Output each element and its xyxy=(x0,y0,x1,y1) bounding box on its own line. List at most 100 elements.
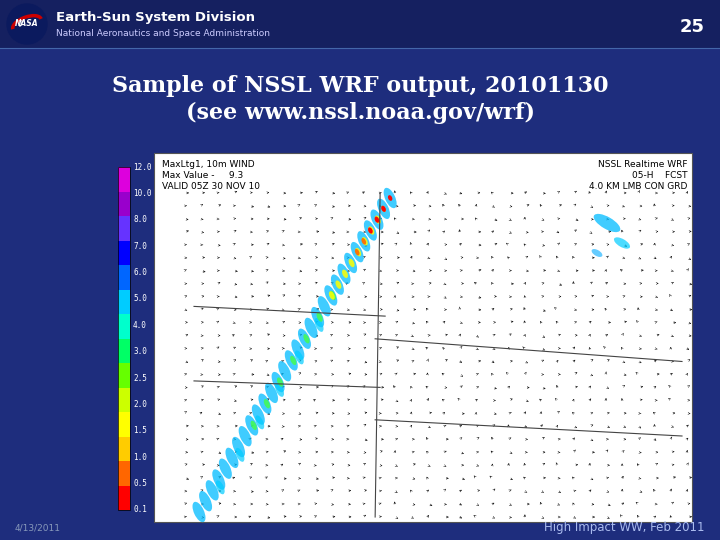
Text: 2.0: 2.0 xyxy=(133,400,147,409)
Ellipse shape xyxy=(384,188,397,208)
Ellipse shape xyxy=(388,195,392,201)
Ellipse shape xyxy=(294,350,304,365)
Ellipse shape xyxy=(285,350,298,370)
Bar xyxy=(118,265,130,289)
Bar xyxy=(118,216,130,240)
Ellipse shape xyxy=(592,249,603,257)
Ellipse shape xyxy=(368,227,373,234)
Text: 12.0: 12.0 xyxy=(133,163,151,172)
Text: 25: 25 xyxy=(680,18,705,36)
Ellipse shape xyxy=(317,313,323,322)
Ellipse shape xyxy=(199,491,212,511)
Ellipse shape xyxy=(329,291,335,300)
Text: 3.0: 3.0 xyxy=(133,347,147,356)
Ellipse shape xyxy=(330,291,336,300)
Text: 4.0: 4.0 xyxy=(133,321,147,330)
Text: NSSL Realtime WRF: NSSL Realtime WRF xyxy=(598,160,687,169)
Ellipse shape xyxy=(258,394,271,414)
Ellipse shape xyxy=(594,214,621,232)
Ellipse shape xyxy=(351,242,364,262)
Ellipse shape xyxy=(371,210,384,230)
Ellipse shape xyxy=(355,249,359,255)
Ellipse shape xyxy=(361,238,366,245)
Text: 4/13/2011: 4/13/2011 xyxy=(15,523,61,532)
Text: 6.0: 6.0 xyxy=(133,268,147,277)
Ellipse shape xyxy=(292,340,305,360)
Ellipse shape xyxy=(246,415,258,436)
Bar xyxy=(118,314,130,339)
Ellipse shape xyxy=(324,285,337,306)
Bar xyxy=(0,0,720,48)
Text: Sample of NSSL WRF output, 20101130: Sample of NSSL WRF output, 20101130 xyxy=(112,75,608,97)
Bar xyxy=(154,153,692,522)
Ellipse shape xyxy=(369,226,374,235)
Ellipse shape xyxy=(265,383,278,403)
Bar xyxy=(118,461,130,485)
Text: 0.1: 0.1 xyxy=(133,505,147,515)
Ellipse shape xyxy=(252,404,265,425)
Text: 10.0: 10.0 xyxy=(133,189,151,198)
Text: 1.5: 1.5 xyxy=(133,427,147,435)
Text: MaxLtg1, 10m WIND: MaxLtg1, 10m WIND xyxy=(162,160,255,169)
Ellipse shape xyxy=(264,399,270,408)
Ellipse shape xyxy=(212,469,225,490)
Text: National Aeronautics and Space Administration: National Aeronautics and Space Administr… xyxy=(56,29,270,37)
Ellipse shape xyxy=(238,426,251,447)
Ellipse shape xyxy=(331,274,344,295)
Ellipse shape xyxy=(374,217,379,223)
Ellipse shape xyxy=(271,372,284,392)
Bar xyxy=(118,412,130,436)
Ellipse shape xyxy=(348,259,354,267)
Text: Max Value -     9.3: Max Value - 9.3 xyxy=(162,171,243,180)
Text: High Impact WW, Feb 2011: High Impact WW, Feb 2011 xyxy=(544,522,705,535)
Ellipse shape xyxy=(303,334,310,343)
Ellipse shape xyxy=(374,217,379,222)
Text: NASA: NASA xyxy=(15,19,39,29)
Bar xyxy=(118,436,130,461)
Bar xyxy=(118,485,130,510)
Ellipse shape xyxy=(298,328,311,349)
Text: VALID 05Z 30 NOV 10: VALID 05Z 30 NOV 10 xyxy=(162,182,260,191)
Ellipse shape xyxy=(216,481,225,494)
Text: 0.5: 0.5 xyxy=(133,479,147,488)
Ellipse shape xyxy=(277,377,283,387)
Ellipse shape xyxy=(382,206,386,212)
Bar xyxy=(118,363,130,388)
Ellipse shape xyxy=(256,415,264,429)
Bar xyxy=(118,167,130,192)
Ellipse shape xyxy=(375,215,381,224)
Ellipse shape xyxy=(368,228,372,233)
Ellipse shape xyxy=(318,296,330,316)
Ellipse shape xyxy=(219,458,232,479)
Ellipse shape xyxy=(342,269,348,278)
Bar xyxy=(118,339,130,363)
Ellipse shape xyxy=(275,383,284,397)
Text: 4.0 KM LMB CON GRD: 4.0 KM LMB CON GRD xyxy=(589,182,687,191)
Ellipse shape xyxy=(377,199,390,219)
Ellipse shape xyxy=(344,253,357,273)
Ellipse shape xyxy=(311,307,324,327)
Ellipse shape xyxy=(355,248,361,256)
Ellipse shape xyxy=(235,448,244,462)
Text: ★: ★ xyxy=(17,18,22,24)
Ellipse shape xyxy=(362,237,368,246)
Ellipse shape xyxy=(381,206,386,212)
Text: 1.0: 1.0 xyxy=(133,453,147,462)
Bar xyxy=(118,167,130,510)
Ellipse shape xyxy=(278,361,291,381)
Bar xyxy=(118,289,130,314)
Bar xyxy=(118,192,130,216)
Bar xyxy=(118,240,130,265)
Ellipse shape xyxy=(357,231,370,252)
Ellipse shape xyxy=(251,421,257,430)
Text: (see www.nssl.noaa.gov/wrf): (see www.nssl.noaa.gov/wrf) xyxy=(186,102,534,124)
Ellipse shape xyxy=(364,220,377,241)
Ellipse shape xyxy=(338,264,351,284)
Ellipse shape xyxy=(305,318,318,338)
Ellipse shape xyxy=(290,356,297,365)
Text: ★: ★ xyxy=(18,24,22,28)
Text: 5.0: 5.0 xyxy=(133,294,147,303)
Ellipse shape xyxy=(206,480,219,501)
Text: 05-H    FCST: 05-H FCST xyxy=(631,171,687,180)
Circle shape xyxy=(7,4,47,44)
